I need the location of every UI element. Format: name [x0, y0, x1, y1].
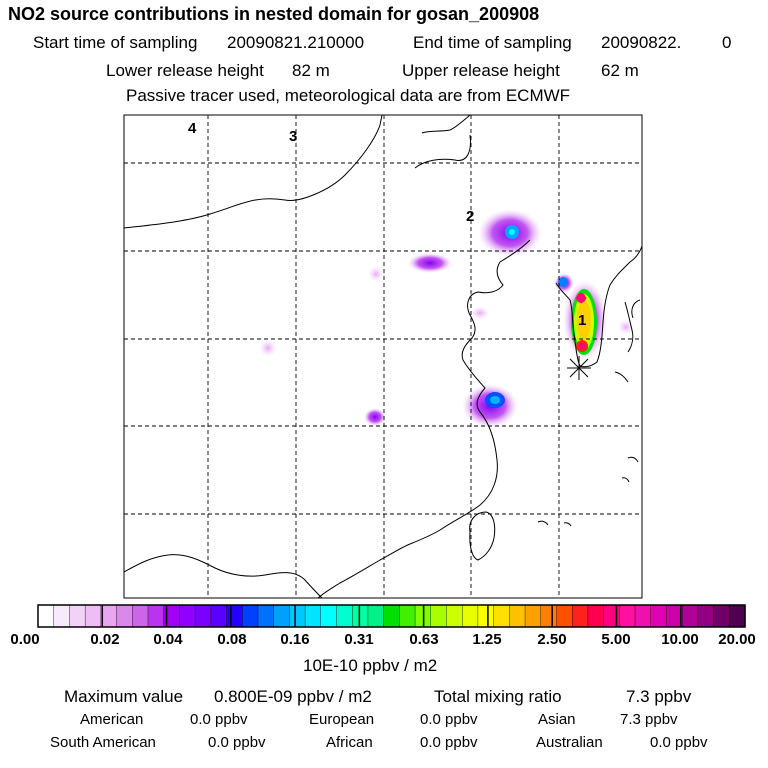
- colorbar-swatch: [697, 604, 715, 628]
- colorbar-swatch: [462, 604, 479, 628]
- colorbar-swatch: [100, 604, 118, 628]
- colorbar-swatch: [556, 604, 573, 628]
- upper-height-value: 62 m: [601, 61, 639, 80]
- colorbar-swatch: [681, 604, 699, 628]
- colorbar-swatch: [320, 604, 338, 628]
- colorbar-swatch: [84, 604, 102, 628]
- colorbar-swatch: [367, 604, 385, 628]
- colorbar-frame: [37, 604, 746, 628]
- colorbar-swatch: [477, 604, 495, 628]
- colorbar-tick-label: 0.02: [90, 631, 120, 648]
- colorbar-swatch: [619, 604, 636, 628]
- colorbar-swatch: [304, 604, 322, 628]
- upper-height-label: Upper release height: [402, 61, 560, 80]
- colorbar-swatch: [713, 604, 730, 628]
- map-frame: [123, 114, 643, 599]
- plume-layer: [259, 209, 634, 428]
- colorbar-swatch: [383, 604, 400, 628]
- colorbar-swatch: [53, 604, 71, 628]
- region-value: 0.0 ppbv: [190, 711, 248, 728]
- colorbar-swatch: [540, 604, 558, 628]
- colorbar-swatch: [571, 604, 589, 628]
- colorbar-tick-label: 0.00: [10, 631, 40, 648]
- colorbar-tick-label: 2.50: [537, 631, 567, 648]
- colorbar-swatch: [446, 604, 463, 628]
- colorbar-swatch: [650, 604, 668, 628]
- colorbar-swatch: [194, 604, 212, 628]
- colorbar-swatch: [587, 604, 605, 628]
- coastline-layer: [124, 115, 642, 598]
- colorbar-swatch: [242, 604, 259, 628]
- colorbar-swatch: [524, 604, 542, 628]
- colorbar-tick-label: 20.00: [718, 631, 756, 648]
- colorbar-swatch: [603, 604, 620, 628]
- max-value-label: Maximum value: [64, 687, 184, 706]
- colorbar-tick-label: 10.00: [661, 631, 699, 648]
- colorbar-swatch: [179, 604, 196, 628]
- colorbar-swatch: [116, 604, 133, 628]
- colorbar-swatch: [509, 604, 526, 628]
- region-name: Asian: [538, 711, 576, 728]
- colorbar-swatch: [430, 604, 448, 628]
- colorbar-swatch: [399, 604, 416, 628]
- colorbar-swatch: [493, 604, 510, 628]
- total-mixing-value: 7.3 ppbv: [626, 687, 692, 706]
- lower-height-value: 82 m: [292, 61, 330, 80]
- colorbar-swatch: [289, 604, 306, 628]
- colorbar-tick-label: 5.00: [601, 631, 631, 648]
- colorbar-swatch: [634, 604, 652, 628]
- colorbar-swatch: [226, 604, 243, 628]
- start-time-value: 20090821.210000: [227, 33, 365, 52]
- region-name: South American: [50, 734, 156, 751]
- receptor-marker: [567, 356, 591, 380]
- tracer-note: Passive tracer used, meteorological data…: [126, 86, 571, 105]
- region-name: African: [326, 734, 373, 751]
- colorbar-tick-label: 0.31: [344, 631, 374, 648]
- colorbar-unit: 10E-10 ppbv / m2: [303, 656, 438, 675]
- region-value: 0.0 ppbv: [650, 734, 708, 751]
- colorbar-swatch: [729, 604, 746, 628]
- track-label-3: 3: [289, 128, 297, 145]
- colorbar-tick-label: 0.63: [409, 631, 439, 648]
- region-value: 0.0 ppbv: [420, 711, 478, 728]
- region-value: 0.0 ppbv: [208, 734, 266, 751]
- colorbar-tick-label: 1.25: [472, 631, 502, 648]
- end-time-value-2: 0: [722, 33, 732, 52]
- region-name: European: [309, 711, 375, 728]
- start-time-label: Start time of sampling: [33, 33, 198, 52]
- track-label-2: 2: [466, 208, 474, 225]
- colorbar-swatch: [147, 604, 165, 628]
- colorbar-tick-label: 0.04: [153, 631, 183, 648]
- colorbar-swatch: [69, 604, 86, 628]
- track-label-1: 1: [578, 312, 586, 329]
- region-value: 7.3 ppbv: [620, 711, 678, 728]
- colorbar-swatch: [132, 604, 149, 628]
- colorbar-swatch: [352, 604, 369, 628]
- lower-height-label: Lower release height: [106, 61, 264, 80]
- colorbar-swatch: [257, 604, 275, 628]
- region-name: American: [80, 711, 144, 728]
- region-name: Australian: [536, 734, 603, 751]
- colorbar-tick-label: 0.16: [280, 631, 310, 648]
- colorbar-swatch: [210, 604, 228, 628]
- max-value: 0.800E-09 ppbv / m2: [214, 687, 372, 706]
- colorbar-major-ticks: [101, 605, 682, 627]
- colorbar: [37, 604, 746, 628]
- colorbar-swatch: [273, 604, 290, 628]
- colorbar-swatch: [336, 604, 353, 628]
- colorbar-tick-label: 0.08: [217, 631, 247, 648]
- map-title: NO2 source contributions in nested domai…: [8, 4, 540, 24]
- end-time-label: End time of sampling: [413, 33, 572, 52]
- end-time-value: 20090822.: [601, 33, 682, 52]
- track-label-4: 4: [188, 120, 197, 137]
- total-mixing-label: Total mixing ratio: [434, 687, 562, 706]
- colorbar-swatch: [37, 604, 55, 628]
- grid-lines: [124, 115, 642, 598]
- region-value: 0.0 ppbv: [420, 734, 478, 751]
